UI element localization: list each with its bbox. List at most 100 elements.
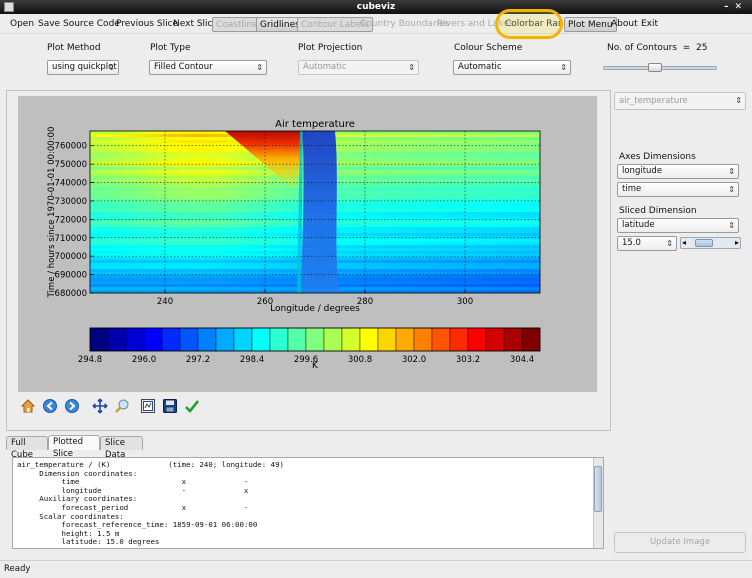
heatmap-cell: [427, 266, 440, 270]
heatmap-cell: [236, 197, 249, 201]
heatmap-cell: [495, 251, 507, 255]
zoom-icon[interactable]: [114, 398, 130, 414]
heatmap-cell: [123, 158, 136, 162]
back-icon[interactable]: [42, 398, 58, 414]
heatmap-cell: [101, 245, 114, 249]
heatmap-cell: [472, 260, 485, 264]
axis1-select[interactable]: longitude ⇕: [617, 164, 739, 179]
edit-icon[interactable]: [184, 398, 200, 414]
heatmap-cell: [191, 266, 204, 270]
slider-left-arrow[interactable]: ◂: [682, 238, 687, 247]
pan-icon[interactable]: [92, 398, 108, 414]
menu-item-contour-labels[interactable]: Contour Labels: [297, 17, 373, 32]
forward-icon[interactable]: [64, 398, 80, 414]
menu-item-save[interactable]: Save: [38, 19, 61, 29]
heatmap-cell: [90, 257, 102, 261]
plot-type-select[interactable]: Filled Contour ⇕: [149, 60, 267, 75]
heatmap-cell: [168, 188, 181, 192]
slice-slider-handle[interactable]: [695, 239, 713, 247]
window-controls[interactable]: –✕: [723, 2, 748, 12]
plot-projection-select[interactable]: Automatic ⇕: [298, 60, 419, 75]
heatmap-cell: [90, 152, 102, 156]
axis2-select[interactable]: time ⇕: [617, 182, 739, 197]
home-icon[interactable]: [20, 398, 36, 414]
heatmap-cell: [371, 257, 384, 261]
heatmap-cell: [281, 224, 294, 228]
heatmap-cell: [191, 260, 204, 264]
menu-item-colorbar-range[interactable]: Colorbar Range: [505, 19, 575, 29]
heatmap-cell: [472, 170, 485, 174]
tab-plotted-slice[interactable]: Plotted Slice: [48, 435, 100, 459]
save-icon[interactable]: [162, 398, 178, 414]
update-image-button[interactable]: Update Image: [614, 532, 746, 553]
tab-slice-data[interactable]: Slice Data: [100, 436, 143, 460]
heatmap-cell: [371, 290, 384, 293]
colour-scheme-select[interactable]: Automatic ⇕: [453, 60, 571, 75]
heatmap-cell: [393, 254, 406, 258]
slice-slider[interactable]: ◂ ▸: [680, 237, 741, 249]
heatmap-cell: [281, 281, 294, 285]
heatmap-cell: [135, 260, 147, 264]
heatmap-cell: [90, 173, 102, 177]
heatmap-cell: [337, 272, 350, 276]
heatmap-cell: [337, 206, 350, 210]
y-tick-label: 750000: [55, 160, 87, 170]
heatmap-cell: [506, 152, 519, 156]
heatmap-cell: [461, 134, 474, 138]
heatmap-cell: [90, 212, 102, 216]
heatmap-cell: [393, 269, 406, 273]
heatmap-cell: [135, 248, 147, 252]
updown-icon: ⇕: [728, 185, 735, 194]
heatmap-cell: [135, 167, 147, 171]
heatmap-cell: [292, 176, 305, 180]
heatmap-cell: [123, 209, 136, 213]
heatmap-cell: [90, 146, 102, 150]
cube-info-text[interactable]: air_temperature / (K) (time: 240; longit…: [12, 457, 604, 549]
menu-item-rivers-and-lakes[interactable]: Rivers and Lakes: [437, 19, 514, 29]
heatmap-cell: [292, 200, 305, 204]
heatmap-cell: [450, 197, 462, 201]
heatmap-cell: [281, 257, 294, 261]
heatmap-cell: [213, 242, 226, 246]
heatmap-cell: [438, 212, 451, 216]
slice-dimension-select[interactable]: latitude ⇕: [617, 218, 739, 233]
cube-select[interactable]: air_temperature ⇕: [614, 92, 746, 110]
heatmap-cell: [483, 158, 496, 162]
heatmap-cell: [416, 179, 429, 183]
menu-item-plot-menu[interactable]: Plot Menu: [564, 17, 617, 32]
menu-item-country-boundaries[interactable]: Country Boundaries: [360, 19, 450, 29]
annotation-highlight: [495, 9, 563, 39]
heatmap-cell: [371, 131, 384, 135]
heatmap-cell: [247, 173, 260, 177]
heatmap-cell: [191, 218, 204, 222]
slice-value-select[interactable]: 15.0 ⇕: [617, 236, 677, 251]
menu-item-open[interactable]: Open: [10, 19, 35, 29]
heatmap-cell: [371, 149, 384, 153]
tab-full-cube[interactable]: Full Cube: [6, 436, 48, 460]
heatmap-cell: [461, 257, 474, 261]
contours-slider-handle[interactable]: [648, 63, 662, 72]
heatmap-cell: [405, 149, 417, 153]
heatmap-cell: [371, 161, 384, 165]
slider-right-arrow[interactable]: ▸: [734, 238, 739, 247]
heatmap-cell: [371, 140, 384, 144]
scrollbar-thumb[interactable]: [594, 466, 602, 512]
heatmap-cell: [101, 269, 114, 273]
plot-method-select[interactable]: using quickplot ⇕: [47, 60, 119, 75]
menu-item-previous-slice[interactable]: Previous Slice: [116, 19, 179, 29]
heatmap-cell: [517, 242, 530, 246]
subplots-icon[interactable]: [140, 398, 156, 414]
heatmap-cell: [101, 155, 114, 159]
menu-item-next-slice[interactable]: Next Slice: [173, 19, 219, 29]
heatmap-cell: [101, 224, 114, 228]
heatmap-cell: [360, 182, 372, 186]
menu-item-source-code[interactable]: Source Code: [63, 19, 120, 29]
menu-item-exit[interactable]: Exit: [641, 19, 659, 29]
heatmap-cell: [337, 131, 350, 135]
heatmap-cell: [483, 176, 496, 180]
heatmap-cell: [90, 170, 102, 174]
heatmap-cell: [483, 173, 496, 177]
heatmap-cell: [258, 203, 271, 207]
menu-item-about[interactable]: About: [611, 19, 638, 29]
heatmap-cell: [168, 209, 181, 213]
